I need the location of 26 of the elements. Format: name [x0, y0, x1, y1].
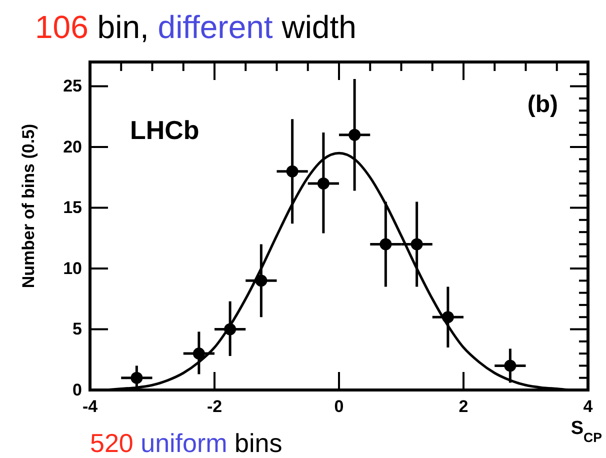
y-axis-title: Number of bins (0.5) [19, 124, 38, 288]
y-tick-label: 15 [63, 198, 82, 218]
text: 520 uniform bins [90, 428, 282, 458]
x-tick-label: -2 [206, 397, 222, 416]
point [286, 165, 298, 178]
x-axis-title: S$_{CP}$ [570, 418, 602, 444]
point [410, 238, 423, 250]
x-tick-label: 2 [458, 397, 468, 416]
annotation: LHCb [130, 115, 200, 145]
y-tick-label: 10 [63, 258, 82, 278]
chart-title: 106 bin, different width [35, 9, 356, 45]
point [504, 360, 516, 372]
y-tick-label: 0 [72, 380, 82, 400]
y-tick-label: 5 [72, 320, 82, 339]
x-tick-label: 0 [334, 397, 344, 416]
point [348, 128, 361, 141]
annotation: (b) [527, 91, 558, 118]
point [380, 238, 392, 250]
x-tick-label: 4 [583, 397, 594, 416]
y-tick-label: 20 [63, 137, 82, 156]
point [317, 177, 330, 190]
y-tick-label: 25 [63, 76, 82, 96]
point [192, 348, 205, 360]
x-tick-label: -4 [82, 397, 98, 416]
point [255, 274, 268, 287]
point [130, 372, 143, 384]
